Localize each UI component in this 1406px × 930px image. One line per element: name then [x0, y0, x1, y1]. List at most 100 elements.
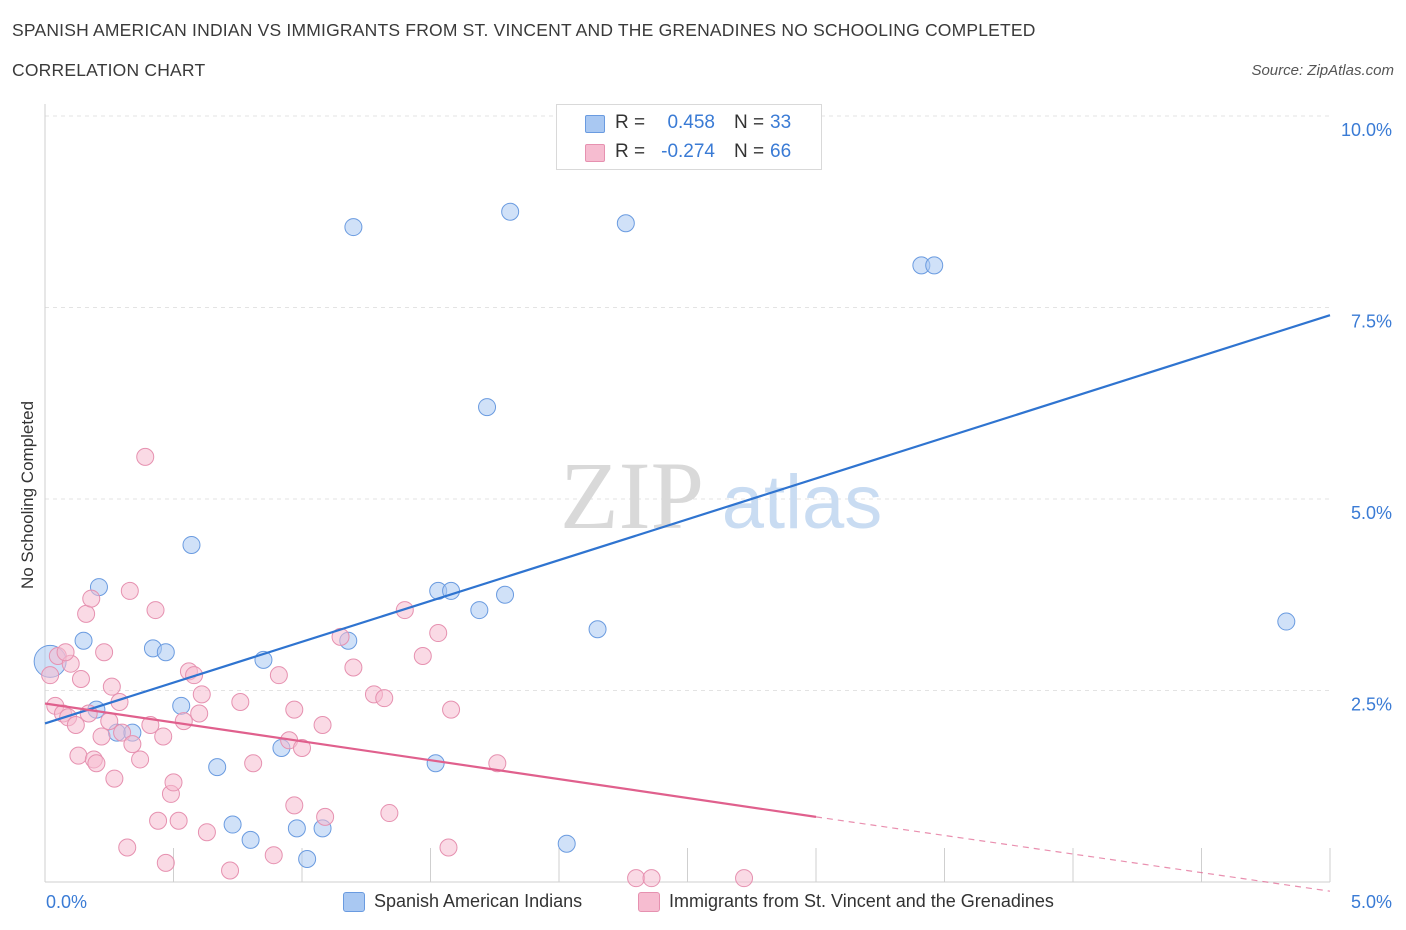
gridlines	[45, 115, 1330, 691]
x-tick-label: 5.0%	[1351, 892, 1392, 912]
spanish-american-indian-point	[496, 585, 515, 604]
y-tick-label: 5.0%	[1351, 503, 1392, 523]
spanish-american-indian-point	[223, 815, 242, 834]
st-vincent-immigrant-point	[69, 746, 88, 765]
spanish-american-indian-point	[74, 631, 93, 650]
st-vincent-immigrant-point	[375, 689, 394, 708]
n-label: N =	[734, 141, 765, 162]
st-vincent-immigrant-point	[123, 735, 142, 754]
st-vincent-immigrant-point	[41, 666, 60, 685]
watermark-atlas: atlas	[722, 460, 883, 545]
spanish-american-indian-point	[172, 696, 191, 715]
spanish-american-indian-point	[156, 643, 175, 662]
y-tick-label: 10.0%	[1341, 120, 1392, 140]
st-vincent-immigrant-point	[105, 769, 124, 788]
series-1-swatch	[585, 115, 605, 133]
tick-labels: 2.5% 5.0% 7.5% 10.0% 0.0% 5.0%	[46, 120, 1392, 912]
st-vincent-immigrant-point	[380, 804, 399, 823]
st-vincent-immigrant-point	[164, 773, 183, 792]
n-label: N =	[734, 112, 765, 133]
st-vincent-immigrant-point	[192, 685, 211, 704]
spanish-american-indian-point	[241, 830, 260, 849]
r-value: -0.274	[661, 141, 715, 162]
st-vincent-immigrant-point	[488, 754, 507, 773]
st-vincent-immigrant-point	[66, 715, 85, 734]
trend-lines	[44, 314, 1331, 892]
y-tick-label: 7.5%	[1351, 312, 1392, 332]
spanish-american-indian-point	[344, 218, 363, 237]
legend-swatch	[343, 892, 365, 912]
st-vincent-immigrant-point	[92, 727, 111, 746]
st-vincent-immigrant-point	[118, 838, 137, 857]
st-vincent-immigrant-point	[264, 846, 283, 865]
trend-line-st-vincent	[44, 702, 817, 818]
spanish-american-indian-point	[208, 758, 227, 777]
spanish-american-indian-point	[182, 535, 201, 554]
st-vincent-immigrant-point	[56, 643, 75, 662]
spanish-american-indian-point	[298, 850, 317, 869]
st-vincent-immigrant-point	[285, 700, 304, 719]
series-2-swatch	[585, 144, 605, 162]
st-vincent-immigrant-point	[120, 581, 139, 600]
spanish-american-indian-point	[925, 256, 944, 275]
legend-label: Spanish American Indians	[374, 891, 583, 911]
st-vincent-immigrant-point	[146, 601, 165, 620]
spanish-american-indian-point	[470, 601, 489, 620]
st-vincent-immigrant-point	[136, 447, 155, 466]
r-value: 0.458	[667, 112, 715, 133]
spanish-american-indian-point	[501, 202, 520, 221]
st-vincent-immigrant-point	[735, 869, 754, 888]
st-vincent-immigrant-point	[344, 658, 363, 677]
spanish-american-indian-point	[557, 834, 576, 853]
chart-title-line2: CORRELATION CHART	[12, 60, 206, 80]
st-vincent-immigrant-point	[174, 712, 193, 731]
st-vincent-immigrant-point	[244, 754, 263, 773]
st-vincent-immigrant-point	[77, 604, 96, 623]
st-vincent-immigrant-point	[316, 807, 335, 826]
st-vincent-immigrant-point	[442, 700, 461, 719]
trend-line-spanish-american-indians	[44, 314, 1331, 725]
n-value: 33	[770, 112, 792, 133]
axes	[44, 104, 1331, 883]
spanish-american-indian-point	[616, 214, 635, 233]
st-vincent-immigrant-point	[95, 643, 114, 662]
source-credit: Source: ZipAtlas.com	[1251, 62, 1394, 79]
st-vincent-immigrant-point	[429, 624, 448, 643]
st-vincent-immigrant-point	[313, 715, 332, 734]
watermark: ZIP atlas	[560, 442, 882, 549]
legend-swatch	[638, 892, 660, 912]
st-vincent-immigrant-point	[269, 666, 288, 685]
st-vincent-immigrant-point	[169, 811, 188, 830]
st-vincent-immigrant-point	[197, 823, 216, 842]
st-vincent-immigrant-point	[293, 738, 311, 757]
st-vincent-immigrant-point	[87, 754, 106, 773]
spanish-american-indian-point	[478, 398, 497, 417]
watermark-zip: ZIP	[560, 442, 704, 549]
spanish-american-indian-point	[287, 819, 306, 838]
stats-row-series-2: R = -0.274 N = 66	[557, 138, 821, 166]
y-tick-label: 2.5%	[1351, 695, 1392, 715]
st-vincent-immigrant-point	[190, 704, 209, 723]
spanish-american-indian-point	[588, 620, 607, 639]
st-vincent-immigrant-point	[285, 796, 304, 815]
spanish-american-indian-point	[1277, 612, 1296, 631]
st-vincent-immigrant-point	[149, 811, 168, 830]
st-vincent-immigrant-point	[627, 869, 646, 888]
st-vincent-immigrant-point	[156, 853, 175, 872]
trend-line-st-vincent-extrapolated	[815, 816, 1331, 892]
st-vincent-immigrant-point	[102, 677, 121, 696]
st-vincent-immigrant-point	[154, 727, 173, 746]
stats-row-series-1: R = 0.458 N = 33	[557, 109, 821, 137]
st-vincent-immigrant-point	[439, 838, 458, 857]
st-vincent-immigrant-point	[113, 723, 132, 742]
spanish-american-indian-point	[426, 754, 445, 773]
stats-legend: R = 0.458 N = 33 R = -0.274 N = 66	[556, 104, 822, 170]
r-label: R =	[615, 141, 646, 162]
st-vincent-immigrant-point	[131, 750, 150, 769]
st-vincent-immigrant-point	[71, 670, 90, 689]
x-tick-label: 0.0%	[46, 892, 87, 912]
st-vincent-immigrant-point	[221, 861, 240, 880]
r-label: R =	[615, 112, 646, 133]
legend-label: Immigrants from St. Vincent and the Gren…	[669, 891, 1054, 911]
